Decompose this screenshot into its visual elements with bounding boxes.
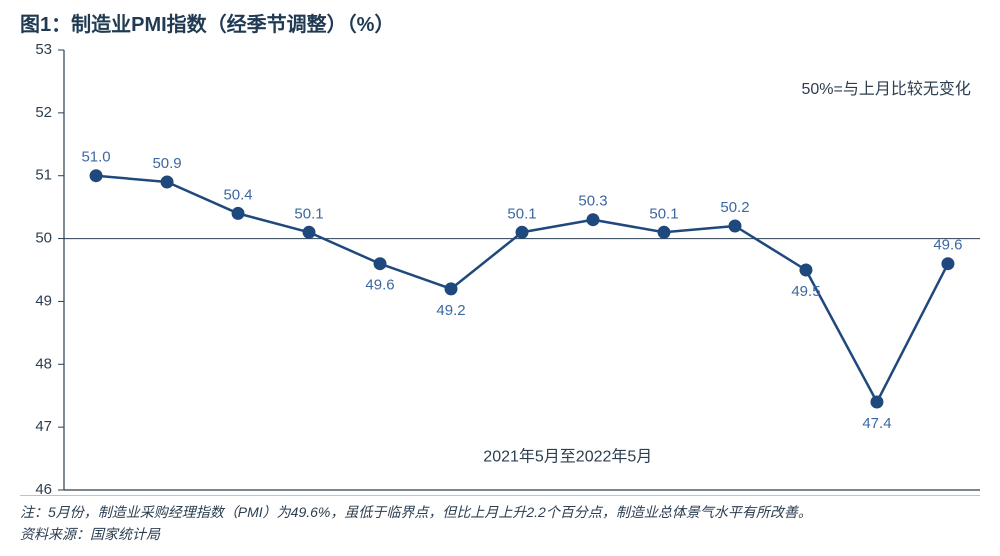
data-label: 50.4 <box>223 186 252 203</box>
x-axis-label: 2021年5月至2022年5月 <box>483 448 652 466</box>
data-label: 47.4 <box>862 415 891 432</box>
data-point <box>374 258 386 270</box>
data-label: 50.1 <box>294 205 323 222</box>
footnote-note: 注：5月份，制造业采购经理指数（PMI）为49.6%，虽低于临界点，但比上月上升… <box>20 502 812 522</box>
data-label: 50.2 <box>720 199 749 216</box>
data-point <box>516 226 528 238</box>
plot-area: 464748495051525351.050.950.450.149.649.2… <box>64 50 980 490</box>
data-point <box>871 396 883 408</box>
data-point <box>445 283 457 295</box>
data-point <box>729 220 741 232</box>
data-label: 50.3 <box>578 193 607 210</box>
y-tick-label: 51 <box>35 167 52 184</box>
data-point <box>942 258 954 270</box>
chart-svg: 464748495051525351.050.950.450.149.649.2… <box>64 50 980 490</box>
data-point <box>587 214 599 226</box>
footnote-rule <box>20 495 980 496</box>
data-label: 49.6 <box>365 277 394 294</box>
data-point <box>658 226 670 238</box>
data-point <box>161 176 173 188</box>
y-tick-label: 52 <box>35 104 52 121</box>
data-label: 51.0 <box>81 149 110 166</box>
data-point <box>232 207 244 219</box>
data-label: 50.1 <box>649 205 678 222</box>
data-label: 50.9 <box>152 155 181 172</box>
figure: 图1：制造业PMI指数（经季节调整）（%） 464748495051525351… <box>0 0 1000 556</box>
data-label: 49.6 <box>933 237 962 254</box>
chart-title: 图1：制造业PMI指数（经季节调整）（%） <box>20 8 394 37</box>
data-label: 49.2 <box>436 302 465 319</box>
y-tick-label: 49 <box>35 292 52 309</box>
data-label: 49.5 <box>791 283 820 300</box>
footnote-source: 资料来源：国家统计局 <box>20 524 160 544</box>
y-tick-label: 50 <box>35 230 52 247</box>
y-tick-label: 47 <box>35 418 52 435</box>
data-point <box>303 226 315 238</box>
data-label: 50.1 <box>507 205 536 222</box>
data-point <box>90 170 102 182</box>
y-tick-label: 53 <box>35 41 52 58</box>
reference-annotation: 50%=与上月比较无变化 <box>801 80 970 98</box>
y-tick-label: 48 <box>35 355 52 372</box>
data-point <box>800 264 812 276</box>
